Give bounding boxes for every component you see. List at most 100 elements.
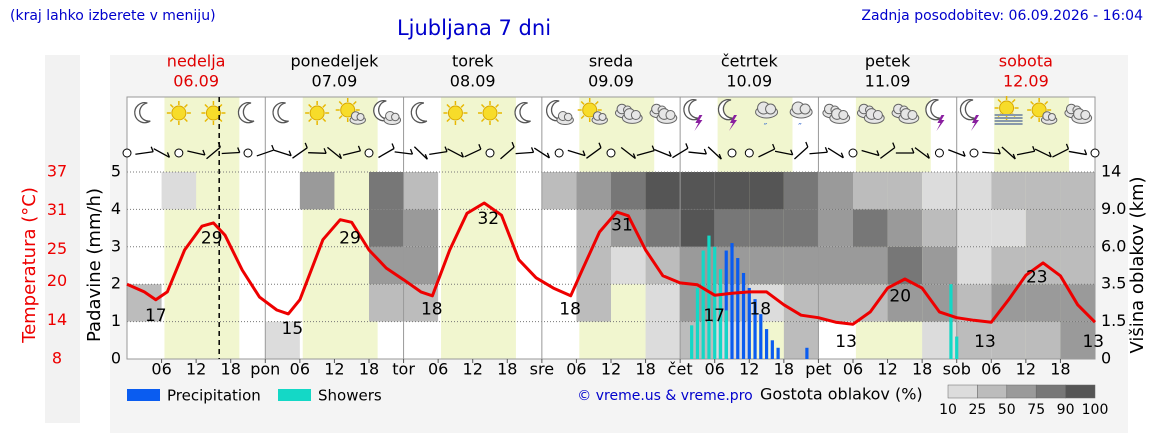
cloud-cell — [645, 246, 681, 285]
temperature-tick-label: 31 — [47, 200, 67, 219]
x-tick-label: sob — [943, 360, 971, 379]
cloud-cell — [576, 172, 611, 210]
wind-barb — [685, 143, 689, 149]
cloud-cell — [853, 209, 888, 247]
cloud-legend-title: Gostota oblakov (%) — [760, 385, 923, 404]
wind-barb — [153, 148, 170, 158]
cloud-cell — [611, 246, 646, 285]
cloud-cell — [645, 209, 681, 247]
wind-barb — [790, 149, 794, 155]
temperature-extreme-label: 13 — [974, 332, 996, 352]
precipitation-bar — [713, 246, 717, 359]
x-tick-label: 18 — [635, 360, 655, 379]
cloud-cell — [991, 209, 1026, 247]
y2-tick-label: 6.0 — [1101, 236, 1126, 255]
cloud-cell — [749, 209, 784, 247]
wind-barb — [292, 147, 308, 159]
x-tick-label: 18 — [359, 360, 379, 379]
cloud-cell — [749, 246, 784, 285]
wind-barb — [774, 150, 793, 156]
wind-calm — [554, 148, 564, 158]
icon-ray — [169, 103, 174, 108]
wind-barb — [672, 147, 689, 159]
precipitation-bar — [741, 272, 746, 359]
wind-barb — [805, 141, 809, 148]
wind-barb — [304, 142, 308, 149]
x-tick-label: 06 — [428, 360, 448, 379]
y-tick-label: 0 — [111, 349, 121, 368]
day-name: sreda — [589, 52, 633, 71]
temperature-extreme-label: 23 — [1026, 267, 1048, 287]
wind-barb — [1034, 148, 1052, 158]
wind-barb — [150, 146, 154, 152]
x-tick-label: 12 — [739, 360, 759, 379]
icon-moon — [272, 102, 289, 124]
icon-ray — [1011, 98, 1016, 103]
icon-ray — [352, 100, 357, 105]
wind-barb — [237, 147, 241, 153]
cloud-cell — [991, 172, 1026, 210]
weather-icon — [545, 100, 574, 125]
weather-icon — [443, 101, 468, 125]
weather-icon: ″ — [755, 101, 779, 133]
cloud-cell — [161, 172, 197, 210]
wind-barb — [688, 151, 707, 155]
weather-icon — [649, 103, 678, 124]
icon-cloud — [391, 112, 400, 122]
icon-rain: ″ — [798, 122, 802, 133]
wind-barb — [327, 146, 342, 160]
cloud-cell — [922, 172, 957, 210]
wind-barb — [668, 151, 672, 157]
wind-barb — [1048, 151, 1052, 158]
precipitation-bar — [695, 287, 700, 359]
chart-title: Ljubljana 7 dni — [397, 16, 551, 40]
cloud-cell — [1025, 321, 1061, 359]
wind-barb — [533, 147, 550, 159]
wind-barb — [221, 151, 240, 155]
icon-cloud — [563, 112, 573, 122]
x-tick-label: tor — [392, 360, 415, 379]
icon-rain: ″ — [764, 122, 768, 133]
x-tick-label: 18 — [912, 360, 932, 379]
y2-tick-label: 1.5 — [1101, 311, 1126, 330]
x-tick-label: 18 — [497, 360, 517, 379]
temperature-line — [126, 201, 1097, 326]
x-tick-label: 06 — [843, 360, 863, 379]
precipitation-bar — [764, 329, 769, 359]
cloud-cell — [369, 209, 404, 247]
cloud-cell — [265, 321, 300, 359]
icon-ray — [594, 100, 599, 105]
precipitation-bar — [690, 325, 694, 359]
cloud-cell — [1060, 209, 1095, 247]
wind-barb — [586, 147, 602, 159]
cloud-cell — [1025, 246, 1061, 285]
wind-barb — [1012, 153, 1016, 160]
wind-barb — [515, 151, 534, 155]
wind-barb — [827, 147, 844, 159]
icon-cloud — [872, 110, 883, 120]
wind-barb — [413, 146, 428, 160]
cloud-cell — [1025, 284, 1061, 322]
wind-barb — [758, 148, 775, 158]
temperature-tick-label: 14 — [47, 310, 67, 329]
y2-tick-label: 3.5 — [1101, 274, 1126, 293]
precipitation-bar — [718, 269, 723, 359]
x-tick-label: 12 — [877, 360, 897, 379]
day-date: 10.09 — [726, 72, 772, 91]
icon-cloud — [1080, 110, 1091, 120]
icon-moon — [683, 99, 700, 121]
cloud-cell — [714, 209, 750, 247]
wind-barb — [794, 146, 809, 160]
wind-barb — [500, 146, 515, 160]
x-tick-label: 06 — [566, 360, 586, 379]
wind-barb — [424, 154, 428, 160]
legend-label: Showers — [318, 387, 382, 405]
x-tick-label: 18 — [221, 360, 241, 379]
precipitation-bar — [736, 258, 740, 359]
temperature-extreme-label: 13 — [1082, 332, 1104, 352]
x-tick-label: pet — [805, 360, 831, 379]
wind-barb — [1052, 148, 1069, 158]
weather-icon — [925, 99, 945, 131]
wind-calm — [727, 148, 737, 158]
